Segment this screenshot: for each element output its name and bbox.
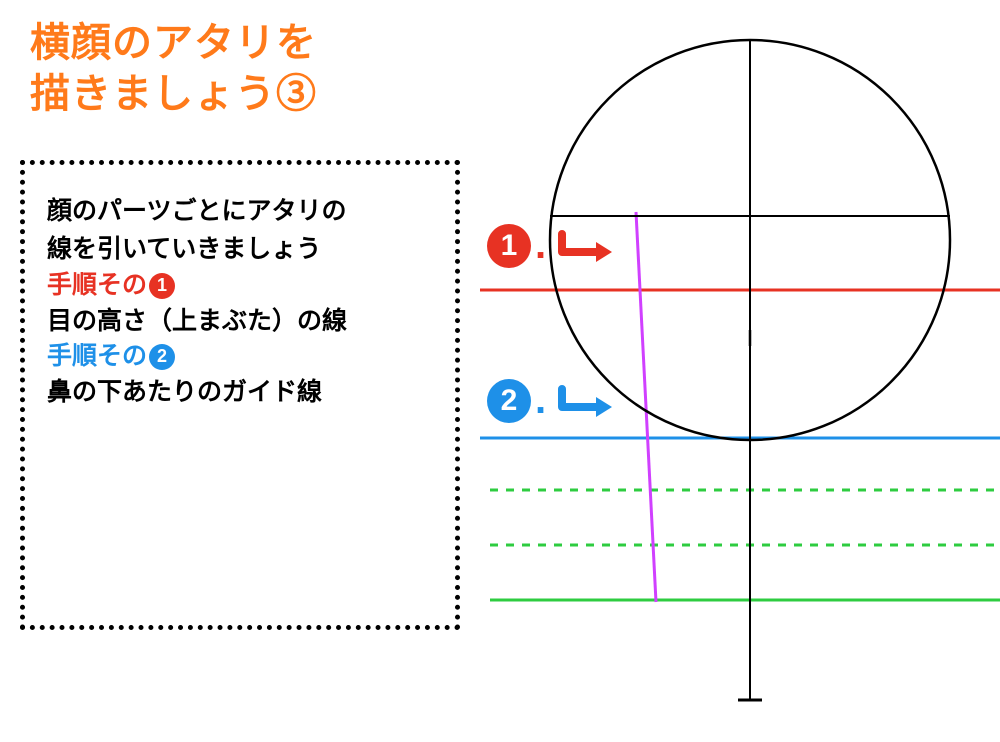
guide-diagram-svg — [470, 0, 1000, 737]
step-1-number-badge: 1 — [149, 273, 175, 299]
callout-1-arrow-icon — [554, 226, 624, 266]
step-2-number-badge: 2 — [149, 344, 175, 370]
step-1-body: 目の高さ（上まぶた）の線 — [47, 303, 433, 339]
callout-1-number: 1 — [487, 224, 531, 268]
callout-2-dot: . — [535, 378, 546, 423]
step-2-heading: 手順その 2 — [47, 339, 433, 374]
page-title: 横顔のアタリを 横顔のアタリを 描きましょう③ 描きましょう③ — [30, 18, 317, 120]
callout-2: 2 . — [487, 378, 624, 423]
step-2-body: 鼻の下あたりのガイド線 — [47, 374, 433, 410]
callout-1-dot: . — [535, 223, 546, 268]
callout-2-number: 2 — [487, 379, 531, 423]
lead-text-line1: 顔のパーツごとにアタリの — [47, 193, 433, 231]
instruction-box: 顔のパーツごとにアタリの 線を引いていきましょう 手順その 1 目の高さ（上まぶ… — [20, 160, 460, 630]
lead-text-line2: 線を引いていきましょう — [47, 231, 433, 269]
callout-2-arrow-icon — [554, 381, 624, 421]
step-1-heading: 手順その 1 — [47, 268, 433, 303]
guide-diagram: 1 . 2 . — [470, 0, 1000, 737]
callout-1: 1 . — [487, 223, 624, 268]
